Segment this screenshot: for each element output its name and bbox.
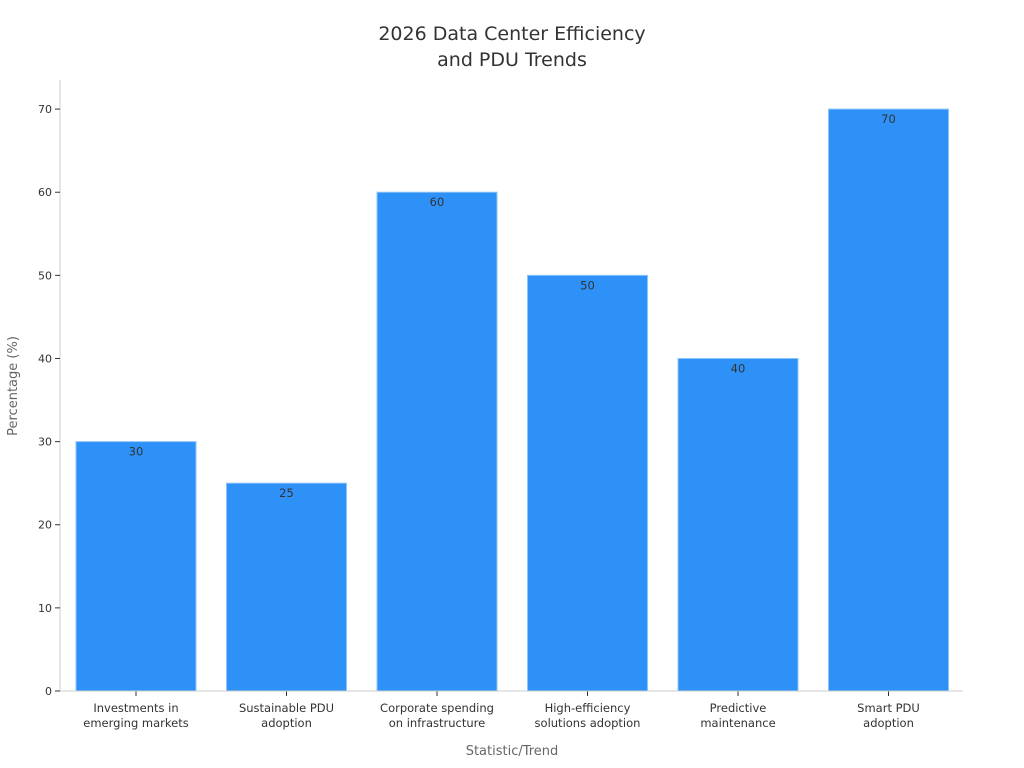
x-tick-label: Corporate spending <box>380 701 494 715</box>
bar <box>828 108 949 692</box>
bar <box>75 441 197 692</box>
y-tick-label: 60 <box>38 186 52 199</box>
x-tick-label: adoption <box>863 716 914 730</box>
y-tick-label: 50 <box>38 269 52 282</box>
data-label: 50 <box>580 278 595 292</box>
data-label: 40 <box>731 361 746 375</box>
bar <box>677 357 799 692</box>
bar <box>226 482 347 692</box>
y-axis-label: Percentage (%) <box>6 336 21 436</box>
bar <box>376 191 498 692</box>
x-tick-label: adoption <box>261 716 312 730</box>
data-label: 30 <box>129 445 144 459</box>
x-tick-label: Sustainable PDU <box>239 701 334 715</box>
y-tick-label: 30 <box>38 436 52 449</box>
data-label: 25 <box>279 486 294 500</box>
x-tick-label: Smart PDU <box>857 701 920 715</box>
x-tick-label: Predictive <box>710 701 767 715</box>
x-axis-label: Statistic/Trend <box>466 744 559 759</box>
data-label: 70 <box>881 112 896 126</box>
x-tick-label: High-efficiency <box>545 701 631 715</box>
x-tick-label: emerging markets <box>83 716 188 730</box>
bars-group: 30 25 60 50 40 70 <box>75 108 949 692</box>
x-tick-label: solutions adoption <box>535 716 641 730</box>
chart-title-line2: and PDU Trends <box>437 49 587 71</box>
y-tick-label: 0 <box>45 685 52 698</box>
x-tick-label: Investments in <box>93 701 178 715</box>
x-tick-label: on infrastructure <box>389 716 485 730</box>
bar <box>527 274 648 692</box>
data-label: 60 <box>430 195 445 209</box>
y-tick-label: 40 <box>38 352 52 365</box>
y-tick-label: 20 <box>38 519 52 532</box>
y-tick-label: 70 <box>38 103 52 116</box>
x-tick-label: maintenance <box>700 716 775 730</box>
chart-title-line1: 2026 Data Center Efficiency <box>378 23 645 45</box>
y-tick-label: 10 <box>38 602 52 615</box>
